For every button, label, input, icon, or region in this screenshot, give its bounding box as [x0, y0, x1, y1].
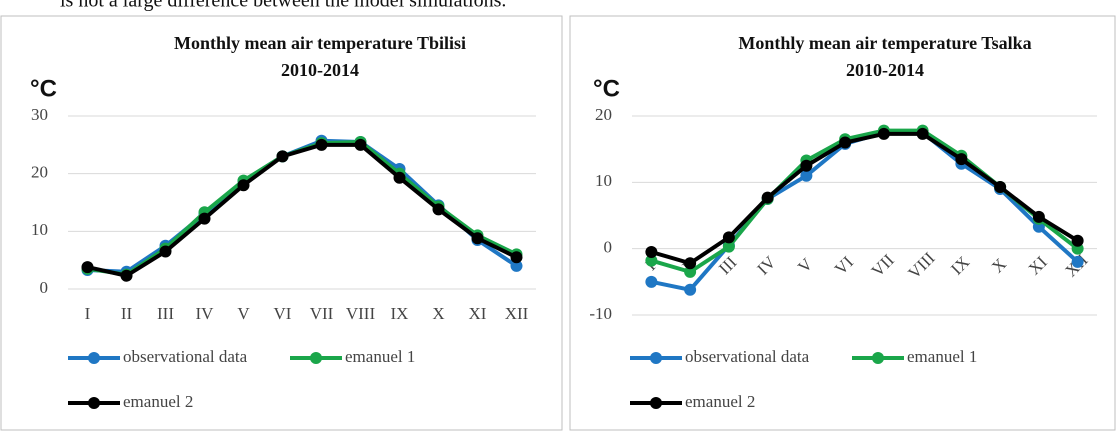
x-tick-label: IV [196, 304, 215, 323]
x-tick-label: V [794, 254, 817, 277]
x-tick-label: IX [947, 252, 973, 278]
x-tick-label: I [85, 304, 91, 323]
data-point [432, 203, 445, 216]
legend-marker [88, 397, 100, 409]
x-tick-label: XI [1025, 252, 1051, 278]
x-tick-label: VIII [904, 248, 938, 282]
data-point [955, 153, 968, 166]
x-tick-label: VIII [346, 304, 376, 323]
y-tick-label: 10 [31, 220, 48, 239]
data-point [354, 138, 367, 151]
data-point [994, 180, 1007, 193]
x-tick-label: IX [391, 304, 409, 323]
y-tick-label: 20 [31, 163, 48, 182]
legend-marker [650, 352, 662, 364]
chart-frame [0, 15, 563, 431]
data-point [237, 179, 250, 192]
data-point [916, 127, 929, 140]
intro-text: is not a large difference between the mo… [60, 0, 506, 12]
x-tick-label: VII [868, 250, 898, 280]
y-tick-label: 20 [595, 105, 612, 124]
data-point [722, 231, 735, 244]
legend-label: emanuel 1 [345, 347, 415, 366]
y-tick-label: 30 [31, 105, 48, 124]
data-point [684, 283, 697, 296]
x-tick-label: XII [505, 304, 529, 323]
series-line [87, 138, 518, 274]
y-tick-label: -10 [589, 304, 612, 323]
data-point [839, 136, 852, 149]
legend-marker [650, 397, 662, 409]
x-tick-label: III [157, 304, 174, 323]
legend-label: emanuel 1 [907, 347, 977, 366]
data-point [722, 240, 735, 253]
y-tick-label: 0 [40, 278, 49, 297]
legend-marker [310, 352, 322, 364]
data-point [800, 169, 813, 182]
series-line [87, 142, 518, 278]
data-point [1032, 210, 1045, 223]
data-point [800, 159, 813, 172]
data-point [120, 269, 133, 282]
y-axis-label: °C [593, 75, 620, 102]
data-point [684, 257, 697, 270]
data-point [393, 171, 406, 184]
data-point [645, 245, 658, 258]
data-point [81, 261, 94, 274]
data-point [315, 138, 328, 151]
legend-label: observational data [123, 347, 248, 366]
data-point [276, 150, 289, 163]
x-tick-label: IV [753, 252, 780, 279]
data-point [198, 212, 211, 225]
data-point [761, 191, 774, 204]
data-point [645, 254, 658, 267]
series-line [650, 131, 1079, 266]
data-point [159, 245, 172, 258]
data-point [877, 127, 890, 140]
legend-marker [88, 352, 100, 364]
chart-title: Monthly mean air temperature Tsalka [738, 33, 1031, 53]
chart-title: Monthly mean air temperature Tbilisi [174, 33, 466, 53]
y-tick-label: 0 [604, 238, 613, 257]
y-tick-label: 10 [595, 171, 612, 190]
chart-subtitle: 2010-2014 [281, 60, 359, 80]
data-point [645, 275, 658, 288]
x-tick-label: X [432, 304, 444, 323]
data-point [1071, 255, 1084, 268]
data-point [471, 232, 484, 245]
x-tick-label: V [237, 304, 250, 323]
chart-subtitle: 2010-2014 [846, 60, 924, 80]
data-point [510, 259, 523, 272]
legend-label: observational data [685, 347, 810, 366]
chart-frame [569, 15, 1116, 431]
legend-marker [872, 352, 884, 364]
data-point [510, 251, 523, 264]
x-tick-label: XI [469, 304, 487, 323]
x-tick-label: VI [274, 304, 292, 323]
legend-label: emanuel 2 [123, 392, 193, 411]
x-tick-label: VI [831, 252, 857, 278]
y-axis-label: °C [30, 75, 57, 102]
legend-label: emanuel 2 [685, 392, 755, 411]
x-tick-label: VII [310, 304, 334, 323]
x-tick-label: X [988, 254, 1010, 276]
x-tick-label: II [121, 304, 133, 323]
data-point [1071, 234, 1084, 247]
data-point [684, 265, 697, 278]
